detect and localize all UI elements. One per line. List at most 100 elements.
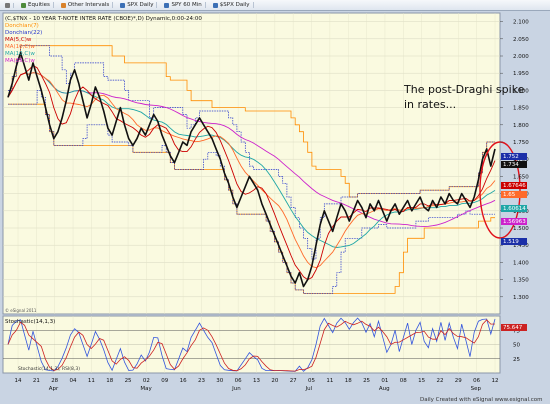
price-label-text: 1.65 — [503, 192, 516, 198]
x-tick-label: 04 — [70, 378, 77, 384]
price-label-text: 1.519 — [503, 239, 519, 245]
stoch-tick-label: 75 — [513, 328, 520, 334]
price-label-text: 1.734 — [503, 162, 519, 168]
y-tick-label: 1.850 — [513, 106, 529, 112]
y-tick-label: 1.700 — [513, 157, 529, 163]
x-tick-label: 25 — [363, 378, 370, 384]
toolbar-label: SPY 60 Min — [171, 2, 202, 8]
price-label-box — [501, 191, 527, 198]
price-label-text: 1.67646 — [503, 183, 526, 189]
x-tick-label: 22 — [436, 378, 443, 384]
y-tick-label: 2.100 — [513, 20, 529, 26]
x-month-label: Sep — [471, 386, 482, 392]
price-label-box — [501, 238, 527, 245]
x-month-label: Jun — [231, 386, 241, 392]
x-tick-label: 05 — [308, 378, 315, 384]
ma18-line — [7, 72, 496, 248]
y-tick-label: 1.450 — [513, 243, 529, 249]
x-tick-label: 16 — [180, 378, 187, 384]
x-tick-label: 08 — [400, 378, 407, 384]
price-label-box — [501, 153, 527, 160]
x-tick-label: 18 — [106, 378, 113, 384]
x-tick-label: 25 — [125, 378, 132, 384]
price-label-text: 1.56963 — [503, 219, 526, 225]
toolbar: Equities Other Intervals SPX Daily SPY 6… — [0, 0, 550, 11]
x-tick-label: 11 — [326, 378, 333, 384]
x-month-label: May — [140, 386, 152, 392]
toolbar-item-spx-daily-2[interactable]: $SPX Daily — [210, 2, 254, 8]
legend-entry: MA(39,C)w — [5, 58, 35, 64]
legend-entry: Donchian(7) — [5, 23, 39, 29]
y-tick-label: 2.050 — [513, 37, 529, 43]
x-tick-label: 01 — [381, 378, 388, 384]
price-label-box — [501, 218, 527, 225]
x-tick-label: 15 — [418, 378, 425, 384]
toolbar-item-spx-daily[interactable]: SPX Daily — [117, 2, 158, 8]
y-tick-label: 1.950 — [513, 71, 529, 77]
y-tick-label: 2.000 — [513, 54, 529, 60]
y-tick-label: 1.900 — [513, 88, 529, 94]
x-month-label: Aug — [379, 386, 390, 392]
chart-icon — [120, 2, 126, 8]
chart-icon — [164, 2, 170, 8]
y-tick-label: 1.750 — [513, 140, 529, 146]
price-label-box — [501, 182, 527, 189]
toolbar-label: Other Intervals — [67, 2, 110, 8]
price-label-box — [501, 205, 527, 212]
x-tick-label: 11 — [88, 378, 95, 384]
toolbar-item-grid[interactable] — [2, 2, 14, 8]
x-tick-label: 30 — [216, 378, 223, 384]
price-label-text: 1.60614 — [503, 206, 526, 212]
toolbar-label: Equities — [28, 2, 50, 8]
x-tick-label: 27 — [290, 378, 297, 384]
grid-icon — [5, 2, 10, 8]
x-tick-label: 28 — [51, 378, 58, 384]
x-tick-label: 20 — [271, 378, 278, 384]
stoch-value-box — [501, 324, 527, 331]
annotation-line-2: in rates... — [404, 98, 456, 111]
toolbar-item-other-intervals[interactable]: Other Intervals — [58, 2, 114, 8]
chart-icon — [212, 2, 218, 8]
legend-entry: Donchian(22) — [5, 30, 42, 36]
donchian22-upper — [8, 45, 495, 198]
y-tick-label: 1.500 — [513, 226, 529, 232]
equities-icon — [21, 2, 26, 8]
x-tick-label: 12 — [492, 378, 499, 384]
legend-entry: MA(10,C)w — [5, 44, 35, 50]
chart-title: (C,$TNX - 10 YEAR T-NOTE INTER RATE (CBO… — [5, 16, 202, 22]
x-tick-label: 23 — [198, 378, 205, 384]
y-tick-label: 1.300 — [513, 295, 529, 301]
main-plot-area[interactable] — [2, 12, 501, 315]
donchian7-lower — [8, 90, 495, 294]
x-tick-label: 02 — [143, 378, 150, 384]
y-tick-label: 1.800 — [513, 123, 529, 129]
footer-text: Daily Created with eSignal www.esignal.c… — [420, 397, 543, 403]
x-tick-label: 14 — [15, 378, 22, 384]
legend-entry: MA(5,C)w — [5, 37, 32, 43]
x-month-label: Apr — [49, 386, 59, 392]
x-tick-label: 21 — [33, 378, 40, 384]
annotation-line-1: The post-Draghi spike — [403, 83, 525, 96]
price-label-text: 1.752 — [503, 154, 519, 160]
stoch-d-line — [7, 319, 496, 372]
toolbar-item-spy-60min[interactable]: SPY 60 Min — [161, 2, 206, 8]
x-month-label: Jul — [305, 386, 313, 392]
stoch-tick-label: 25 — [513, 357, 520, 363]
x-tick-label: 09 — [161, 378, 168, 384]
toolbar-item-equities[interactable]: Equities — [18, 2, 54, 8]
x-tick-label: 13 — [253, 378, 260, 384]
stoch-tick-label: 50 — [513, 343, 520, 349]
x-tick-label: 06 — [473, 378, 480, 384]
y-tick-label: 1.650 — [513, 174, 529, 180]
date-axis-area — [3, 374, 500, 394]
y-tick-label: 1.400 — [513, 260, 529, 266]
legend-entry: MA(10,C)w — [5, 51, 35, 57]
stoch-legend: Stochastic(14,1,3), RSI(8,3) — [18, 366, 80, 372]
chart[interactable]: 75 50 25 75.647 (C,$TNX - 10 YEAR T-NOTE IN… — [0, 11, 550, 404]
price-label-box — [501, 161, 527, 168]
x-tick-label: 06 — [235, 378, 242, 384]
price-line — [7, 51, 496, 288]
y-tick-label: 1.350 — [513, 278, 529, 284]
toolbar-label: $SPX Daily — [219, 2, 250, 8]
stoch-value-text: 75.647 — [503, 325, 523, 331]
